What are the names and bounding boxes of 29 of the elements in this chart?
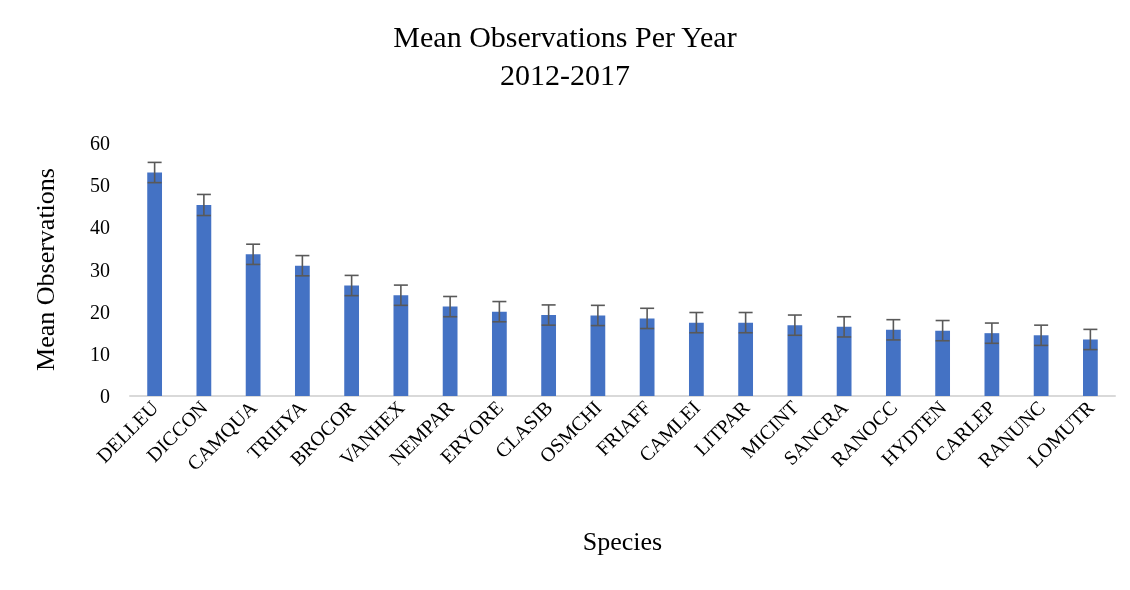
y-axis-title: Mean Observations [30,168,60,371]
bar [688,322,704,396]
bar [491,311,507,396]
bar [196,204,212,396]
y-tick-label: 60 [90,132,110,154]
bar [294,265,310,396]
y-tick-label: 40 [90,216,110,239]
chart-title: Mean Observations Per Year 2012-2017 [393,19,737,91]
bar [1033,335,1049,396]
x-axis-title: Species [582,526,663,556]
bar [245,254,261,396]
bar [442,306,458,396]
bar [836,326,852,396]
bar [147,172,163,396]
y-tick-label: 30 [90,258,110,281]
bar [639,318,655,396]
y-tick-label: 10 [90,342,110,365]
bar [393,295,409,396]
bar [984,333,1000,396]
bar [738,322,754,396]
y-tick-label: 50 [90,174,110,197]
bar [1082,339,1098,396]
bar [590,315,606,396]
y-tick-label: 20 [90,300,110,323]
bar [541,315,557,396]
bar [935,330,951,396]
bar [344,285,360,396]
bar [885,329,901,396]
bar [787,325,803,396]
